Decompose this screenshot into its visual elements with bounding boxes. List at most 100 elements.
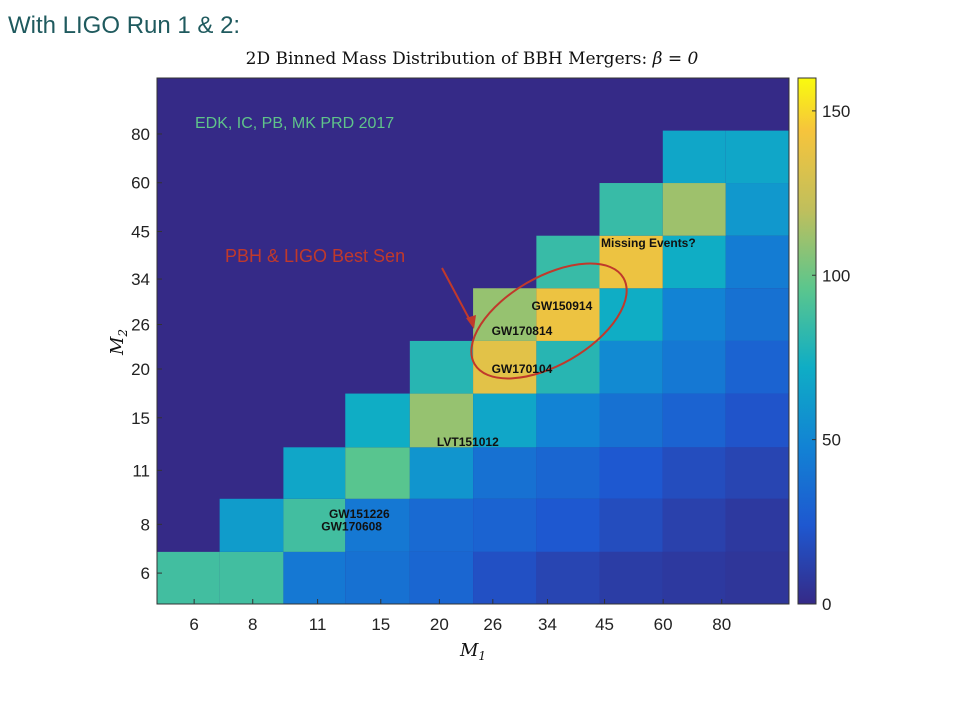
x-axis-label: M1 [459,640,486,663]
y-axis-label: M2 [107,329,130,356]
y-tick-label: 45 [131,223,150,242]
heatmap-cell [473,551,537,604]
chart-title-text: 2D Binned Mass Distribution of BBH Merge… [246,49,653,69]
x-tick-label: 15 [371,615,390,634]
heatmap-cell [599,288,663,341]
x-tick-label: 8 [248,615,257,634]
heatmap-cell [725,183,789,236]
event-label: LVT151012 [437,435,499,449]
heatmap-cell [662,130,726,184]
heatmap-cell [599,393,663,448]
x-tick-label: 80 [712,615,731,634]
heatmap-cell [536,393,600,448]
x-tick-label: 45 [595,615,614,634]
heatmap-cell [473,340,537,394]
heatmap-cell [725,393,789,448]
heatmap-cell [409,340,474,394]
heatmap-cell [345,393,410,448]
heatmap-cell [599,235,663,289]
heatmap-cell [409,393,474,448]
x-tick-label: 20 [430,615,449,634]
y-tick-label: 20 [131,360,150,379]
heatmap-cell [662,288,726,341]
event-label: GW170608 [321,519,382,533]
heatmap-cell [662,498,726,552]
heatmap-cell [345,447,410,499]
x-axis-label-sub: 1 [478,649,486,663]
heatmap-cell [725,551,789,604]
colorbar-tick-label: 0 [822,595,831,614]
heatmap-cell [536,288,600,341]
heatmap-cell [473,393,537,448]
heatmap-cell [599,551,663,604]
colorbar [797,77,817,605]
y-tick-label: 11 [132,461,150,480]
heatmap-cell [283,498,346,552]
highlight-annotation: PBH & LIGO Best Sen [225,246,405,266]
y-tick-label: 80 [131,125,150,144]
heatmap-cell [599,183,663,236]
y-tick-label: 15 [131,409,150,428]
highlight-ellipse [470,262,628,380]
colorbar-tick-label: 50 [822,431,841,450]
heatmap-cell [473,498,537,552]
event-label: GW170814 [492,324,553,338]
missing-events-annotation: Missing Events? [601,236,696,250]
heatmap-cell [219,498,284,552]
heatmap-cell [283,551,346,604]
highlight-arrowhead [466,315,476,329]
plot-frame [156,77,790,605]
y-tick-label: 6 [141,564,150,583]
heatmap-cell [409,498,474,552]
heatmap-cell [409,447,474,499]
heatmap-cell [473,447,537,499]
heatmap-cells [157,130,789,604]
event-label: GW170104 [492,362,553,376]
highlight-arrow [441,267,474,327]
heatmap-cell [599,447,663,499]
x-tick-label: 11 [309,615,327,634]
chart-title-math: β = 0 [652,49,699,69]
colorbar-tick-label: 150 [822,102,850,121]
x-axis-label-main: M [459,640,479,661]
heatmap-cell [662,183,726,236]
event-label: GW150914 [532,299,593,313]
heatmap-cell [157,551,220,604]
y-tick-label: 34 [131,270,150,289]
slide-heading: With LIGO Run 1 & 2: [8,12,241,39]
heatmap-cell [536,235,600,289]
y-tick-label: 60 [131,174,150,193]
x-tick-label: 60 [654,615,673,634]
heatmap-cell [725,235,789,289]
reference-annotation: EDK, IC, PB, MK PRD 2017 [195,115,394,132]
x-tick-label: 34 [538,615,557,634]
heatmap-cell [599,498,663,552]
heatmap-cell [409,551,474,604]
heatmap-cell [283,447,346,499]
heatmap-cell [536,340,600,394]
heatmap-cell [536,447,600,499]
colorbar-tick-label: 100 [822,266,850,285]
heatmap-cell [345,551,410,604]
heatmap-cell [599,340,663,394]
x-tick-label: 6 [189,615,198,634]
heatmap-cell [536,551,600,604]
heatmap-cell [662,551,726,604]
y-axis-label-sub: 2 [116,329,130,338]
heatmap-cell [725,447,789,499]
x-tick-label: 26 [483,615,502,634]
heatmap-cell [345,498,410,552]
y-ticks: 6 8 11 15 20 26 34 45 60 80 [131,125,162,583]
colorbar-ticks: 0 50 100 150 [812,102,850,614]
chart-title: 2D Binned Mass Distribution of BBH Merge… [246,49,699,69]
y-tick-label: 26 [131,316,150,335]
heatmap-cell [662,235,726,289]
heatmap-cell [662,340,726,394]
heatmap-cell [725,340,789,394]
y-axis-label-main: M [107,336,128,356]
heatmap-cell [662,393,726,448]
annotation-layer: EDK, IC, PB, MK PRD 2017 PBH & LIGO Best … [195,115,696,533]
x-ticks: 6 8 11 15 20 26 34 45 60 80 [189,599,731,634]
event-label: GW151226 [329,507,390,521]
